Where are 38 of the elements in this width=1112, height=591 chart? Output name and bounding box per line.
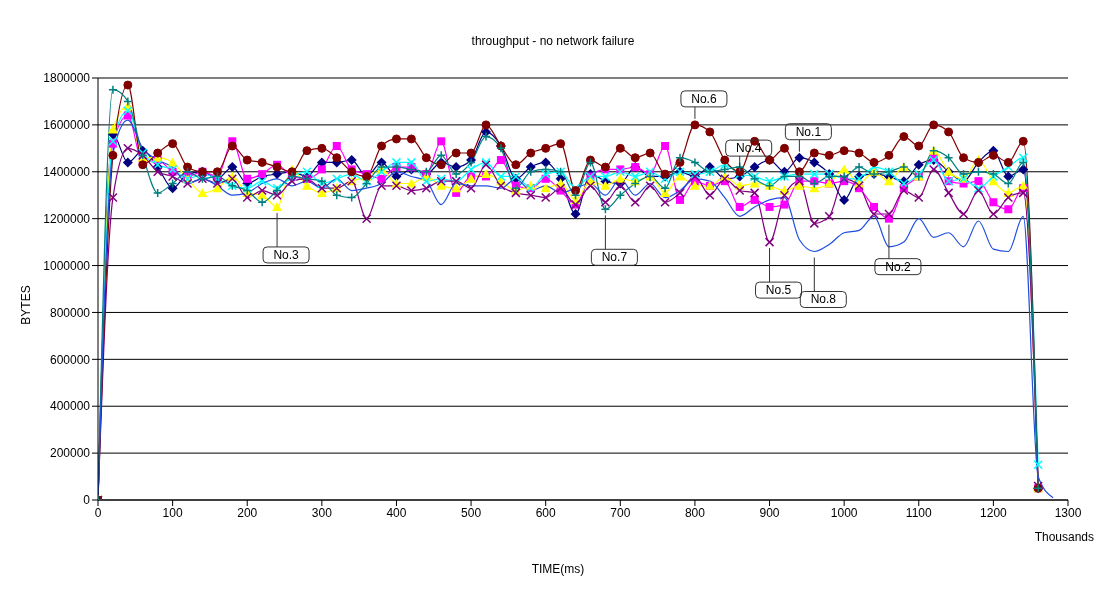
callout-box: No.8 — [799, 257, 847, 308]
x-axis-title: TIME(ms) — [530, 562, 586, 576]
x-tick-label: 400 — [386, 505, 407, 520]
annotation: No.8 — [810, 292, 837, 307]
annotation: No.5 — [765, 283, 792, 298]
x-tick-label: 1200 — [980, 505, 1008, 520]
y-tick-label: 1400000 — [43, 165, 91, 180]
annotation: No.7 — [601, 250, 628, 265]
x-tick-label: 1000 — [830, 505, 858, 520]
x-tick-label: 700 — [610, 505, 631, 520]
x-tick-label: 500 — [461, 505, 482, 520]
y-tick-label: 400000 — [49, 399, 91, 414]
y-tick-label: 800000 — [49, 305, 91, 320]
chart-title: throughput - no network failure — [470, 34, 636, 48]
x-tick-label: 100 — [162, 505, 183, 520]
callout-box: No.3 — [262, 212, 310, 264]
callout-box: No.7 — [590, 214, 638, 266]
y-tick-label: 1000000 — [43, 258, 91, 273]
x-tick-label: 300 — [311, 505, 333, 520]
x-tick-label: 900 — [759, 505, 780, 520]
y-tick-label: 1600000 — [43, 118, 91, 133]
y-tick-label: 200000 — [49, 446, 91, 461]
annotation: No.6 — [691, 91, 717, 106]
callout-box: No.5 — [755, 247, 803, 299]
x-tick-label: 600 — [535, 505, 557, 520]
y-tick-label: 1200000 — [43, 211, 91, 226]
y-axis-title: BYTES — [18, 285, 33, 325]
y-tick-label: 0 — [83, 493, 91, 508]
x-tick-label: 0 — [94, 505, 102, 520]
text: Thousands — [1034, 530, 1094, 544]
y-tick-label: 600000 — [49, 352, 91, 367]
x-tick-label: 200 — [237, 505, 258, 520]
y-tick-label: 1800000 — [43, 71, 91, 86]
x-tick-label: 1300 — [1054, 505, 1082, 520]
annotation: No.3 — [273, 247, 300, 262]
x-tick-label: 800 — [684, 505, 706, 520]
x-tick-label: 1100 — [905, 505, 932, 520]
annotation: No.1 — [795, 124, 822, 139]
